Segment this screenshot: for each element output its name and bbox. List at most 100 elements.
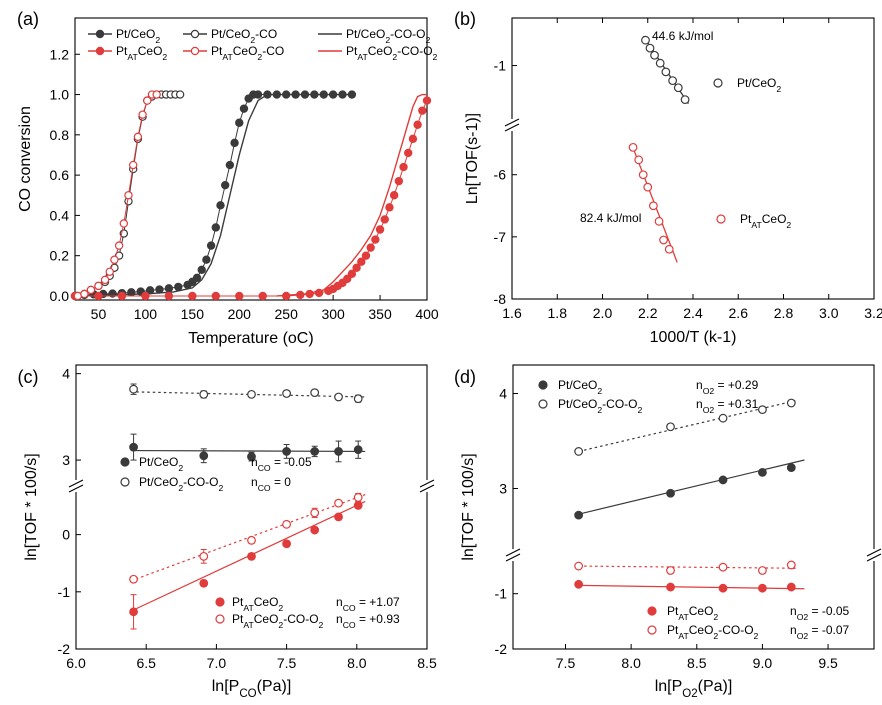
data-point-a-4 (94, 281, 103, 291)
data-point-c-1 (199, 389, 209, 399)
data-point-d-2 (574, 579, 584, 589)
data-point-c-2 (353, 501, 363, 510)
series-line-a-5 (276, 93, 427, 297)
axis-break-right-c-line2 (419, 484, 435, 493)
x-tick-label-b: 2.8 (774, 305, 794, 321)
x-tick-label-d: 7.5 (556, 655, 576, 671)
data-point-b-0 (650, 50, 659, 60)
series-line-a-2 (74, 93, 352, 297)
data-point-a-3 (211, 291, 220, 301)
axis-break-right-c-mask (419, 480, 435, 492)
data-point-a-4 (80, 289, 89, 299)
data-point-b-1 (643, 182, 653, 192)
x-tick-label-c: 8.5 (417, 655, 437, 671)
legend-marker-c (120, 457, 130, 467)
data-point-a-0 (216, 201, 225, 210)
legend-marker-c (215, 597, 225, 607)
y-tick-label-a: 0.4 (50, 207, 70, 223)
order-label-c: nCO = +0.93 (336, 612, 400, 630)
data-point-d-3 (758, 566, 767, 575)
legend-marker-a (95, 29, 105, 39)
legend-label-b: PtATCeO2 (740, 212, 791, 230)
order-label-d: nO2 = +0.31 (696, 397, 759, 415)
data-point-a-4 (119, 219, 129, 228)
data-point-c-1 (129, 384, 138, 394)
data-point-d-1 (758, 405, 767, 415)
data-point-a-3 (347, 269, 357, 279)
legend-marker-a (95, 46, 105, 56)
panel-label-b: (b) (454, 9, 476, 29)
order-label-c: nCO = +1.07 (336, 595, 400, 613)
data-point-a-3 (352, 263, 361, 272)
y-axis-label-a: CO conversion (17, 106, 34, 212)
x-tick-label-d: 8.5 (687, 655, 707, 671)
axis-break-b-line1 (504, 118, 520, 127)
x-axis-label-d: ln[PO2(Pa)] (655, 678, 733, 700)
data-point-a-4 (143, 96, 152, 105)
data-point-c-0 (247, 452, 256, 462)
data-point-d-1 (574, 447, 584, 456)
data-point-b-0 (645, 43, 655, 53)
data-point-d-3 (718, 562, 728, 572)
data-point-b-1 (654, 216, 664, 226)
data-point-d-2 (718, 583, 728, 593)
data-point-a-3 (408, 134, 418, 144)
data-point-d-2 (758, 583, 767, 593)
data-point-a-4 (114, 241, 124, 250)
axis-break-left-c-mask (68, 480, 84, 492)
data-point-a-4 (110, 255, 119, 264)
data-point-a-3 (389, 191, 399, 200)
panel-d: 7.5 8.0 8.5 9.0 9.5 3 4 -1 -2 ln[PO2(Pa)] ln[TOF *… (454, 364, 882, 700)
data-point-d-0 (758, 467, 767, 477)
data-point-a-4 (86, 285, 96, 295)
data-point-a-0 (206, 241, 216, 250)
axis-break-right-d-line2 (866, 553, 882, 562)
data-point-c-2 (310, 525, 320, 535)
data-point-c-0 (334, 447, 343, 456)
data-point-a-0 (239, 104, 249, 113)
data-point-c-3 (129, 574, 138, 584)
data-point-c-1 (353, 394, 363, 404)
y-axis-label-b: Ln[TOF(s-1)] (464, 113, 481, 204)
fit-line-d-2 (578, 584, 805, 590)
axis-break-right-d-line1 (866, 548, 882, 557)
data-point-b-0 (661, 67, 671, 77)
data-point-d-3 (786, 560, 796, 570)
data-point-c-0 (310, 447, 320, 456)
data-point-a-0 (192, 273, 202, 283)
axis-break-right-d-mask (866, 549, 882, 561)
data-point-b-1 (664, 244, 674, 254)
x-tick-label-a: 100 (134, 306, 158, 322)
axes-b (511, 17, 875, 300)
y-tick-label-d: 3 (499, 481, 507, 497)
axes-c (75, 364, 428, 650)
data-point-a-0 (155, 285, 164, 294)
data-point-d-3 (574, 561, 584, 571)
axes-a (74, 17, 428, 301)
data-point-c-1 (334, 392, 343, 402)
axis-break-right-c-line1 (419, 479, 435, 488)
order-label-c: nCO = -0.05 (251, 455, 312, 473)
data-point-b-1 (638, 170, 648, 180)
axis-break-left-c-line1 (68, 479, 84, 488)
data-point-a-3 (394, 176, 404, 186)
x-tick-label-a: 400 (415, 306, 439, 322)
x-tick-label-b: 1.8 (548, 305, 568, 321)
x-tick-label-c: 7.0 (207, 655, 227, 671)
x-tick-label-b: 2.6 (729, 305, 749, 321)
data-point-a-0 (235, 118, 244, 127)
x-tick-label-c: 6.0 (66, 655, 86, 671)
legend-label-a: Pt/CeO2 (116, 27, 160, 45)
data-point-b-1 (634, 155, 644, 165)
legend-marker-d (538, 399, 548, 409)
data-point-c-1 (282, 389, 292, 398)
data-point-c-2 (282, 539, 292, 549)
data-point-d-1 (666, 422, 675, 432)
data-point-d-0 (718, 475, 728, 485)
order-label-c: nCO = 0 (251, 475, 291, 493)
x-tick-label-d: 9.5 (818, 655, 838, 671)
data-point-c-3 (247, 535, 256, 545)
fit-line-d-0 (578, 459, 805, 515)
data-point-c-0 (353, 445, 363, 455)
